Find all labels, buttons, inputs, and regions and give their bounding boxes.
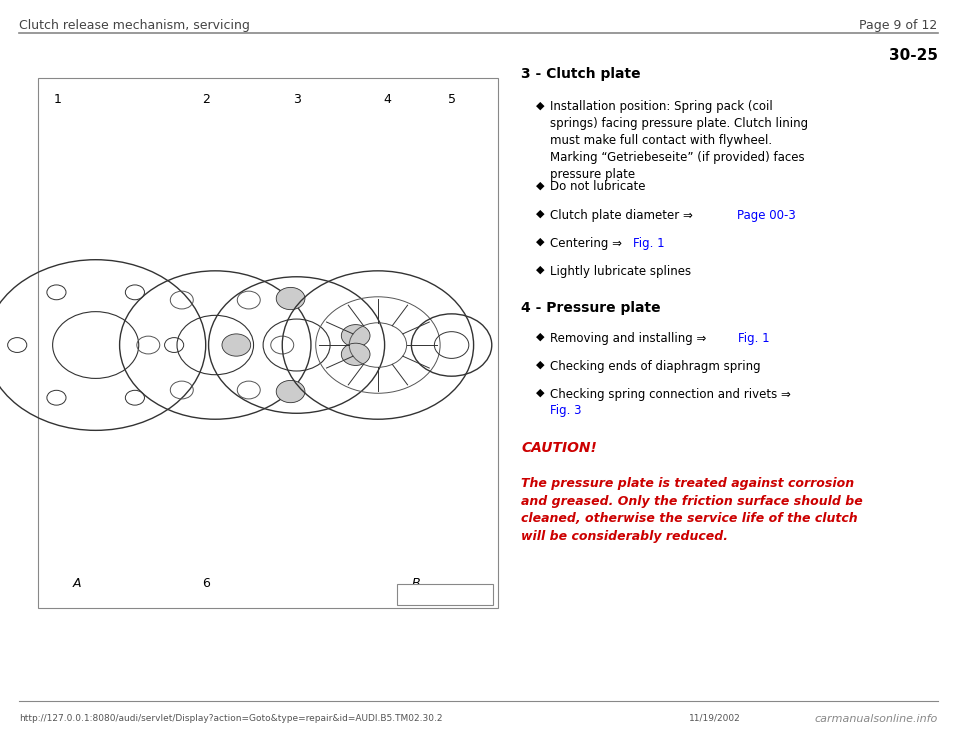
Text: 3: 3 — [293, 93, 300, 106]
Text: 5: 5 — [447, 93, 456, 106]
Bar — [397, 584, 492, 605]
Text: A: A — [72, 577, 81, 590]
Circle shape — [342, 344, 370, 366]
Text: 30-25: 30-25 — [889, 48, 938, 63]
Text: CAUTION!: CAUTION! — [521, 441, 597, 456]
Text: ◆: ◆ — [536, 388, 544, 398]
Text: Fig. 1: Fig. 1 — [634, 237, 665, 250]
Text: Fig. 3: Fig. 3 — [550, 404, 582, 418]
Text: Checking ends of diaphragm spring: Checking ends of diaphragm spring — [550, 360, 760, 373]
Text: 4 - Pressure plate: 4 - Pressure plate — [521, 301, 661, 315]
Text: Clutch release mechanism, servicing: Clutch release mechanism, servicing — [19, 19, 250, 32]
Circle shape — [222, 334, 251, 356]
Text: ◆: ◆ — [536, 180, 544, 190]
Text: ◆: ◆ — [536, 100, 544, 110]
Circle shape — [276, 381, 305, 403]
Text: 3 - Clutch plate: 3 - Clutch plate — [521, 67, 641, 81]
Text: ◆: ◆ — [536, 209, 544, 218]
Text: Centering ⇒: Centering ⇒ — [550, 237, 626, 250]
Circle shape — [342, 324, 370, 347]
Text: 11/19/2002: 11/19/2002 — [689, 714, 740, 723]
Circle shape — [276, 287, 305, 309]
Text: Do not lubricate: Do not lubricate — [550, 180, 646, 194]
Text: Installation position: Spring pack (coil
springs) facing pressure plate. Clutch : Installation position: Spring pack (coil… — [550, 100, 808, 181]
Text: Page 9 of 12: Page 9 of 12 — [859, 19, 938, 32]
Text: 6: 6 — [202, 577, 209, 590]
Text: Lightly lubricate splines: Lightly lubricate splines — [550, 265, 691, 278]
Text: ◆: ◆ — [536, 360, 544, 370]
Text: The pressure plate is treated against corrosion
and greased. Only the friction s: The pressure plate is treated against co… — [521, 477, 863, 542]
Text: ◆: ◆ — [536, 265, 544, 275]
Text: Fig. 1: Fig. 1 — [737, 332, 769, 345]
Text: Clutch plate diameter ⇒: Clutch plate diameter ⇒ — [550, 209, 697, 222]
Text: B: B — [412, 577, 420, 590]
Text: 1: 1 — [54, 93, 61, 106]
Text: carmanualsonline.info: carmanualsonline.info — [814, 714, 938, 723]
Text: ◆: ◆ — [536, 237, 544, 246]
Text: Checking spring connection and rivets ⇒: Checking spring connection and rivets ⇒ — [550, 388, 791, 401]
Text: 2: 2 — [202, 93, 209, 106]
Text: 4: 4 — [384, 93, 392, 106]
Text: Removing and installing ⇒: Removing and installing ⇒ — [550, 332, 710, 345]
Bar — [38, 78, 497, 608]
Text: Page 00-3: Page 00-3 — [736, 209, 796, 222]
Text: http://127.0.0.1:8080/audi/servlet/Display?action=Goto&type=repair&id=AUDI.B5.TM: http://127.0.0.1:8080/audi/servlet/Displ… — [19, 714, 443, 723]
Text: ◆: ◆ — [536, 332, 544, 341]
Text: A30-0027: A30-0027 — [420, 589, 470, 600]
